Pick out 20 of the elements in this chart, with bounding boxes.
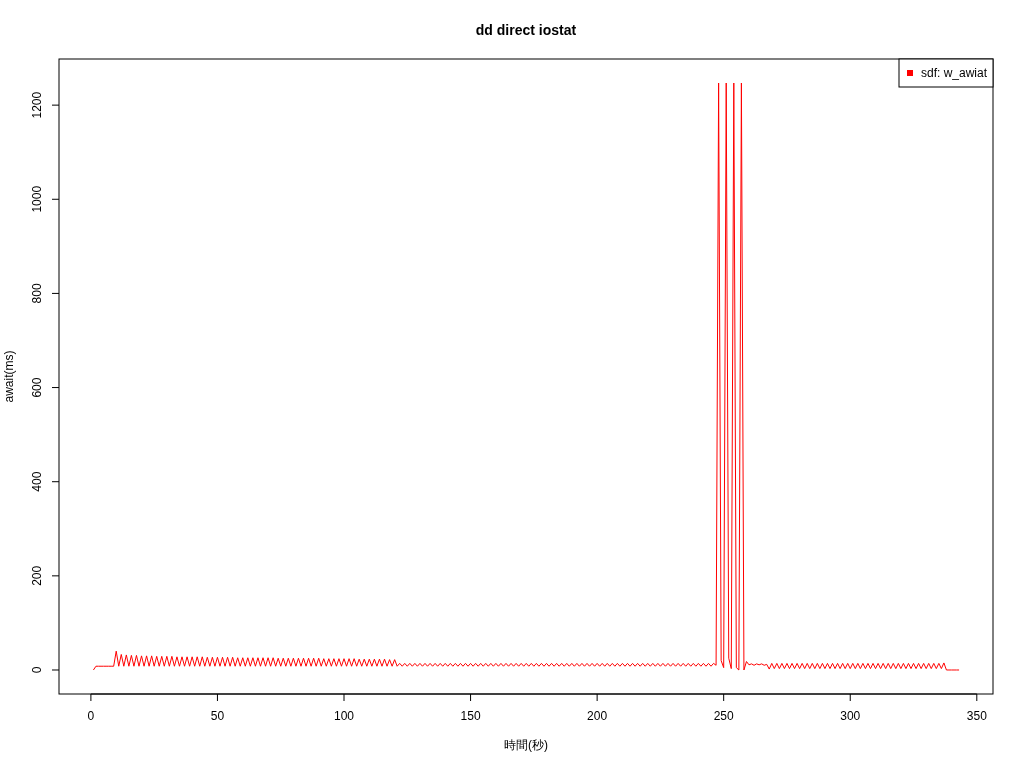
line-series: [92, 82, 960, 671]
y-tick-label: 400: [30, 471, 44, 492]
x-tick-label: 0: [87, 709, 95, 723]
y-tick-label: 800: [30, 283, 44, 304]
x-tick-label: 200: [587, 709, 608, 723]
x-tick-label: 350: [966, 709, 988, 723]
x-tick-label: 50: [210, 709, 225, 723]
y-tick-label: 600: [30, 377, 44, 398]
x-tick-label: 100: [333, 709, 355, 723]
x-tick-label: 300: [840, 709, 861, 723]
x-tick-label: 150: [460, 709, 481, 723]
y-tick-label: 1200: [30, 91, 44, 119]
chart-title: dd direct iostat: [475, 22, 577, 38]
y-tick-label: 1000: [30, 185, 44, 213]
y-axis-title: await(ms): [2, 350, 16, 403]
x-tick-label: 250: [713, 709, 735, 723]
x-axis-title: 時間(秒): [504, 738, 548, 752]
y-tick-label: 0: [30, 666, 44, 674]
y-tick-label: 200: [30, 565, 44, 586]
legend-label: sdf: w_awiat: [921, 66, 988, 80]
